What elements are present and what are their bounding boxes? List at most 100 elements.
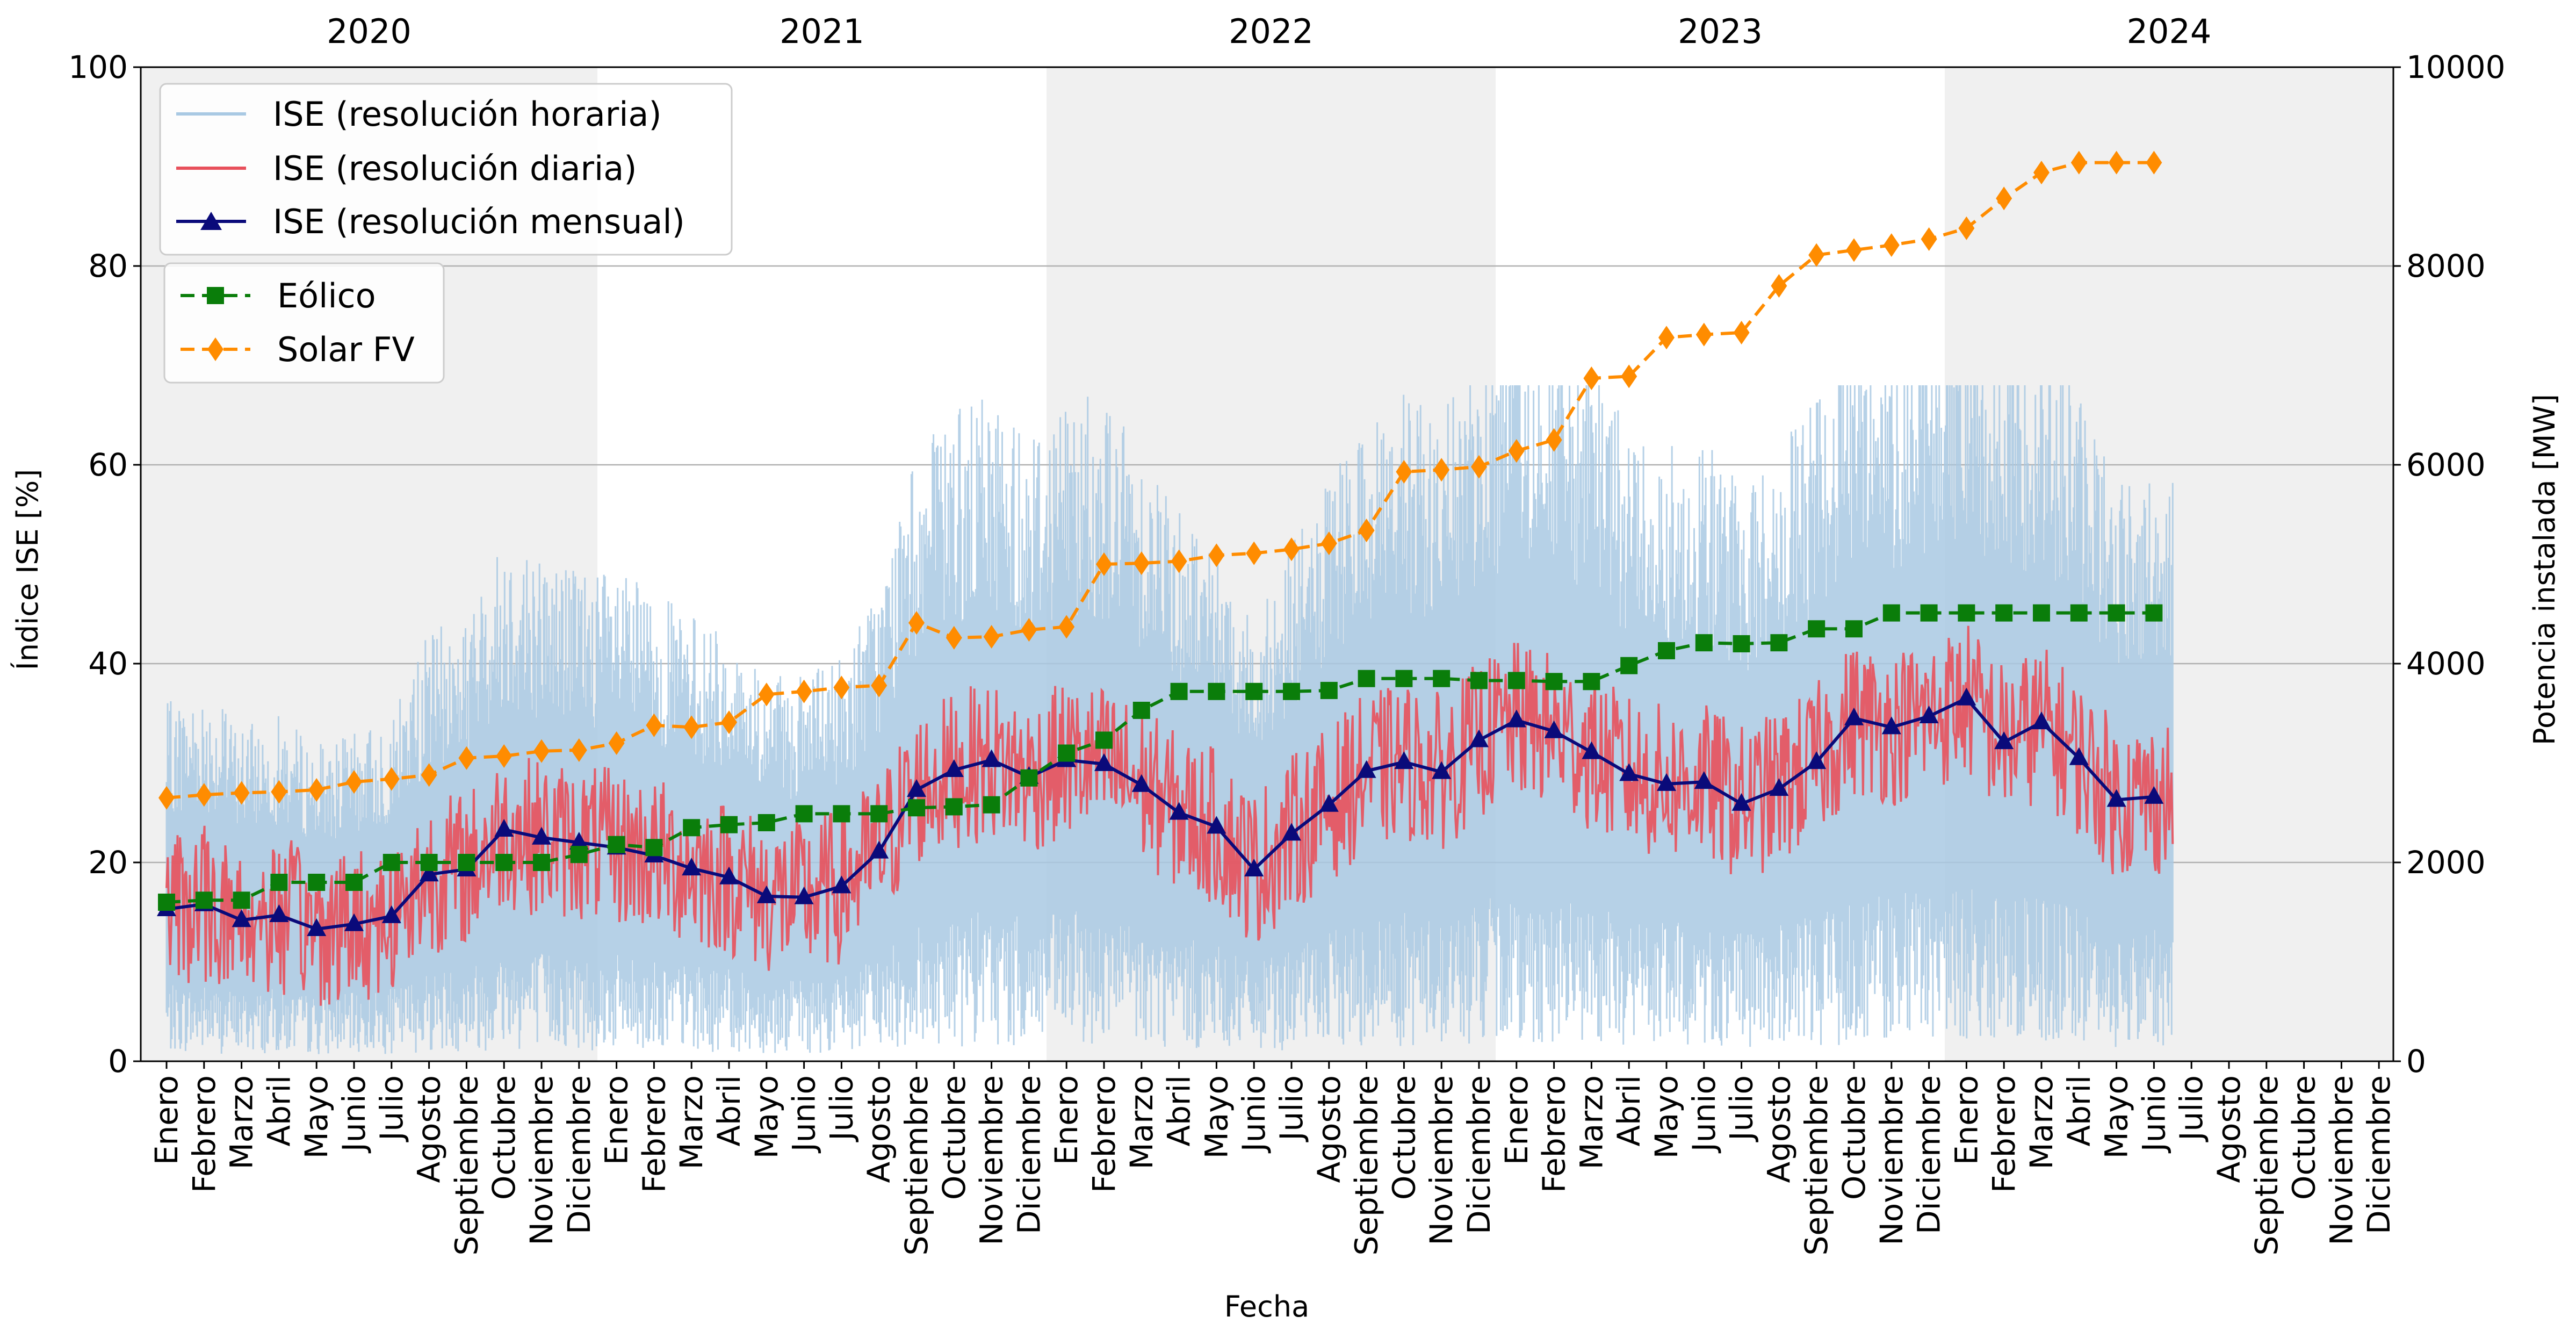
solar-point (1096, 552, 1112, 576)
monthly-point (1769, 778, 1789, 796)
monthly-point (719, 866, 739, 884)
monthly-point (1207, 816, 1226, 834)
wind-point (1545, 673, 1563, 690)
monthly-point (1131, 774, 1151, 792)
solar-point (1133, 551, 1150, 576)
year-label-2023: 2023 (1678, 12, 1763, 51)
solar-point (1508, 439, 1525, 463)
monthly-point (344, 913, 364, 931)
solar-point (1733, 320, 1750, 344)
x-tick-label: Diciembre (1461, 1075, 1497, 1234)
y-tick-label: 20 (88, 844, 128, 881)
x-tick-label: Febrero (1086, 1075, 1122, 1193)
monthly-point (1582, 741, 1601, 759)
wind-point (570, 846, 588, 864)
solar-point (496, 744, 513, 768)
solar-point (1695, 322, 1712, 347)
solar-point (1883, 233, 1900, 257)
wind-point (1620, 657, 1638, 674)
solar-point (908, 611, 925, 635)
x-tick-label: Noviembre (1873, 1075, 1910, 1246)
y2-tick-label: 10000 (2406, 49, 2506, 85)
wind-point (1770, 634, 1788, 652)
wind-point (833, 805, 850, 823)
x-tick-label: Enero (598, 1075, 635, 1165)
solar-point (796, 679, 812, 703)
monthly-point (944, 759, 964, 777)
solar-point (683, 715, 700, 739)
y2-tick-label: 4000 (2406, 645, 2486, 682)
y-tick-label: 0 (108, 1043, 128, 1080)
x-tick-label: Abril (261, 1075, 297, 1147)
legend-monthly-marker (200, 212, 222, 230)
solar-point (1471, 455, 1487, 479)
solar-point (196, 783, 212, 807)
monthly-point (869, 840, 889, 859)
monthly-point (1432, 761, 1452, 779)
monthly-point (1469, 729, 1489, 747)
monthly-point (1919, 706, 1939, 724)
x-tick-label: Julio (2173, 1075, 2210, 1142)
y2-tick-label: 6000 (2406, 447, 2486, 483)
wind-point (2033, 604, 2050, 622)
monthly-point (2106, 789, 2126, 807)
monthly-point (1506, 709, 1526, 728)
monthly-point (907, 779, 926, 797)
y-tick-label: 60 (88, 447, 128, 483)
solar-point (383, 767, 400, 791)
year-label-2024: 2024 (2127, 12, 2212, 51)
wind-point (1208, 682, 1225, 700)
wind-point (1995, 604, 2013, 622)
wind-point (458, 854, 475, 871)
monthly-point (1731, 793, 1751, 811)
wind-point (1020, 769, 1038, 787)
monthly-point (1619, 763, 1639, 781)
x-tick-label: Mayo (748, 1075, 785, 1159)
legend-monthly-label: ISE (resolución mensual) (273, 202, 685, 241)
x-tick-label: Octubre (486, 1075, 522, 1200)
x-tick-label: Marzo (673, 1075, 710, 1169)
wind-point (308, 874, 326, 891)
x-tick-label: Febrero (636, 1075, 672, 1193)
solar-point (1658, 326, 1675, 350)
wind-point (495, 854, 513, 871)
wind-point (683, 819, 701, 837)
x-tick-label: Septiembre (898, 1075, 935, 1255)
solar-point (271, 780, 287, 804)
wind-point (2070, 604, 2088, 622)
x-tick-label: Noviembre (1423, 1075, 1460, 1246)
solar-point (1583, 366, 1600, 391)
x-tick-label: Agosto (1760, 1075, 1797, 1183)
legend-wind-label: Eólico (277, 276, 376, 315)
x-tick-label: Septiembre (1798, 1075, 1835, 1255)
wind-point (1733, 635, 1750, 652)
solar-point (1396, 459, 1412, 484)
right-y-ticks: 0 2000 4000 6000 8000 10000 (2393, 49, 2506, 1080)
year-label-2021: 2021 (780, 12, 864, 51)
wind-point (1920, 604, 1938, 622)
solar-point (1171, 549, 1187, 573)
x-tick-label: Junio (1686, 1075, 1722, 1153)
wind-point (233, 891, 250, 909)
wind-point (1583, 673, 1600, 690)
wind-point (1433, 670, 1451, 687)
daily-trace (165, 625, 2174, 1006)
x-tick-label: Enero (148, 1075, 185, 1165)
wind-point (2145, 604, 2163, 622)
wind-point (983, 796, 1000, 814)
wind-point (1395, 670, 1413, 687)
left-y-ticks: 0 20 40 60 80 100 (68, 49, 141, 1080)
monthly-point (532, 826, 551, 845)
solar-point (2146, 150, 2162, 175)
solar-point (946, 625, 962, 650)
wind-point (195, 891, 213, 909)
x-tick-label: Octubre (936, 1075, 972, 1200)
x-tick-label: Noviembre (2323, 1075, 2359, 1246)
monthly-point (832, 875, 852, 894)
x-tick-label: Diciembre (1911, 1075, 1947, 1234)
wind-point (1695, 634, 1713, 652)
wind-point (645, 839, 663, 857)
solar-point (1433, 458, 1450, 482)
x-tick-label: Abril (711, 1075, 747, 1147)
monthly-point (1807, 751, 1827, 769)
